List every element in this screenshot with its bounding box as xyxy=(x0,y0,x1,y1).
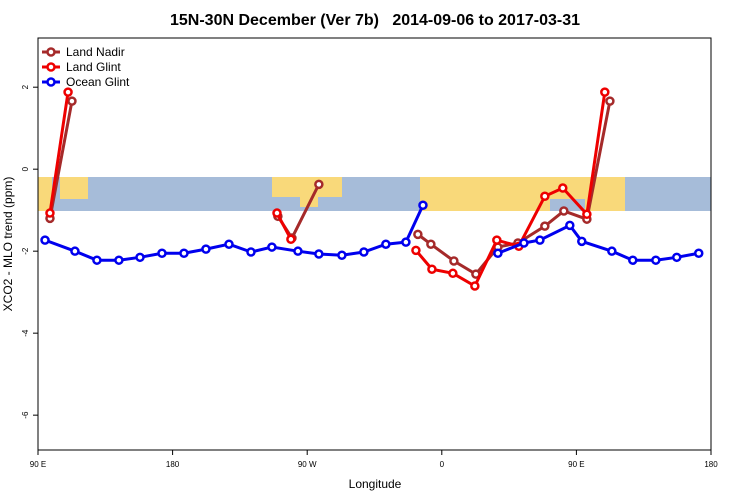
point xyxy=(519,238,529,248)
point xyxy=(607,246,617,256)
point xyxy=(600,87,610,97)
point xyxy=(293,246,303,256)
plot-frame xyxy=(37,37,712,451)
point xyxy=(535,235,545,245)
legend-swatch xyxy=(46,62,56,72)
x-tick-label: 0 xyxy=(440,460,445,469)
point xyxy=(179,248,189,258)
point xyxy=(605,96,615,106)
point xyxy=(70,246,80,256)
point xyxy=(693,248,704,258)
point xyxy=(135,252,145,263)
map-band xyxy=(38,177,711,211)
point xyxy=(565,220,575,231)
point xyxy=(582,209,592,220)
point xyxy=(286,234,296,245)
point xyxy=(411,245,421,256)
point xyxy=(672,252,682,263)
point xyxy=(628,255,638,265)
point xyxy=(540,221,550,231)
point xyxy=(157,248,167,258)
point xyxy=(470,281,480,291)
point xyxy=(314,249,324,259)
legend-label: Ocean Glint xyxy=(66,75,130,89)
legend-swatch xyxy=(46,77,56,87)
point xyxy=(449,256,459,266)
point xyxy=(559,206,569,216)
point xyxy=(426,239,436,249)
point xyxy=(114,255,124,265)
point xyxy=(492,235,502,245)
point xyxy=(558,183,568,193)
y-axis-title: XCO2 - MLO trend (ppm) xyxy=(1,177,15,312)
point xyxy=(314,179,324,190)
point xyxy=(381,239,391,249)
y-tick-label: 0 xyxy=(21,166,30,171)
point xyxy=(448,268,458,279)
point xyxy=(246,247,256,257)
series-line xyxy=(48,91,607,289)
x-tick-label: 90 W xyxy=(298,460,317,469)
x-tick-label: 90 E xyxy=(568,460,584,469)
point xyxy=(45,208,55,218)
legend-swatch xyxy=(46,47,56,57)
point xyxy=(401,237,411,247)
legend-label: Land Nadir xyxy=(66,45,125,59)
point xyxy=(413,229,423,240)
point xyxy=(577,236,587,247)
point xyxy=(418,200,428,211)
point xyxy=(427,264,437,274)
chart-title: 15N-30N December (Ver 7b) 2014-09-06 to … xyxy=(170,12,580,29)
point xyxy=(272,208,282,218)
point xyxy=(63,87,73,97)
x-tick-label: 180 xyxy=(166,460,180,469)
x-axis-title: Longitude xyxy=(349,477,402,491)
point xyxy=(40,235,50,245)
point xyxy=(224,239,234,249)
point xyxy=(359,247,369,257)
point xyxy=(267,242,277,252)
point xyxy=(201,244,211,254)
x-tick-label: 180 xyxy=(704,460,718,469)
y-tick-label: -6 xyxy=(21,411,30,419)
point xyxy=(493,248,503,258)
y-tick-label: 2 xyxy=(21,84,30,89)
x-tick-label: 90 E xyxy=(30,460,46,469)
point xyxy=(337,250,347,261)
point xyxy=(651,255,661,265)
y-tick-label: -4 xyxy=(21,329,30,337)
y-tick-label: -2 xyxy=(21,247,30,255)
legend-label: Land Glint xyxy=(66,60,121,74)
point xyxy=(67,96,77,106)
series-line xyxy=(44,204,700,262)
point xyxy=(92,255,102,265)
point xyxy=(540,191,550,201)
